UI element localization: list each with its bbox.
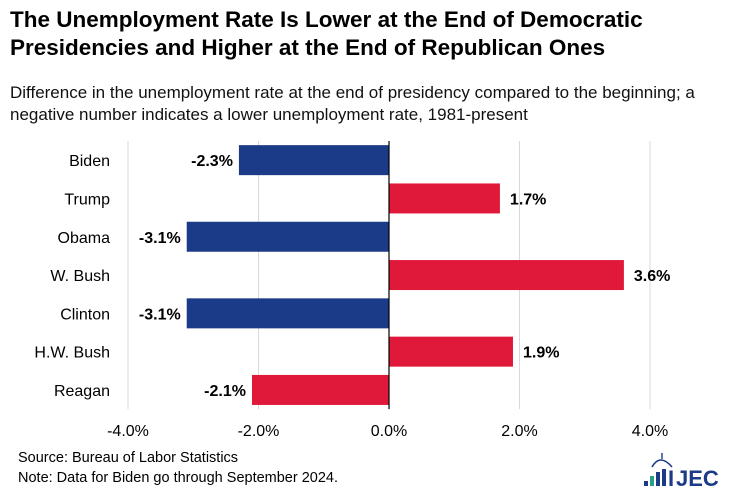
category-label: Reagan xyxy=(54,383,110,400)
bar-w-bush xyxy=(389,260,624,291)
bar-clinton xyxy=(186,298,389,329)
category-label: Clinton xyxy=(60,306,110,323)
data-label: -2.1% xyxy=(204,383,246,400)
footnotes: Source: Bureau of Labor Statistics Note:… xyxy=(18,448,338,488)
svg-text:JEC: JEC xyxy=(676,466,719,489)
x-tick-label: 4.0% xyxy=(632,423,668,440)
data-note: Note: Data for Biden go through Septembe… xyxy=(18,470,339,486)
chart-title: The Unemployment Rate Is Lower at the En… xyxy=(10,7,643,60)
category-label: H.W. Bush xyxy=(34,345,110,362)
category-label: W. Bush xyxy=(50,268,110,285)
data-label: 1.7% xyxy=(510,191,546,208)
chart-subtitle: Difference in the unemployment rate at t… xyxy=(10,83,695,124)
data-label: -2.3% xyxy=(191,153,233,170)
category-label: Obama xyxy=(58,230,111,247)
bar-trump xyxy=(389,183,500,214)
bar-obama xyxy=(186,221,389,252)
x-tick-label: -2.0% xyxy=(238,423,280,440)
capitol-dome-icon xyxy=(651,459,673,468)
x-tick-label: -4.0% xyxy=(107,423,149,440)
data-label: 1.9% xyxy=(523,345,559,362)
bar-reagan xyxy=(251,374,389,405)
data-label: -3.1% xyxy=(139,230,181,247)
source-note: Source: Bureau of Labor Statistics xyxy=(18,450,239,466)
jec-logo: I JEC xyxy=(644,453,719,489)
data-label: 3.6% xyxy=(634,268,670,285)
svg-text:I: I xyxy=(668,466,674,489)
data-label: -3.1% xyxy=(139,306,181,323)
category-label: Trump xyxy=(64,191,110,208)
bar-h-w-bush xyxy=(389,336,513,367)
x-tick-label: 2.0% xyxy=(501,423,537,440)
category-label: Biden xyxy=(69,153,110,170)
x-tick-label: 0.0% xyxy=(371,423,407,440)
bar-biden xyxy=(238,145,389,176)
